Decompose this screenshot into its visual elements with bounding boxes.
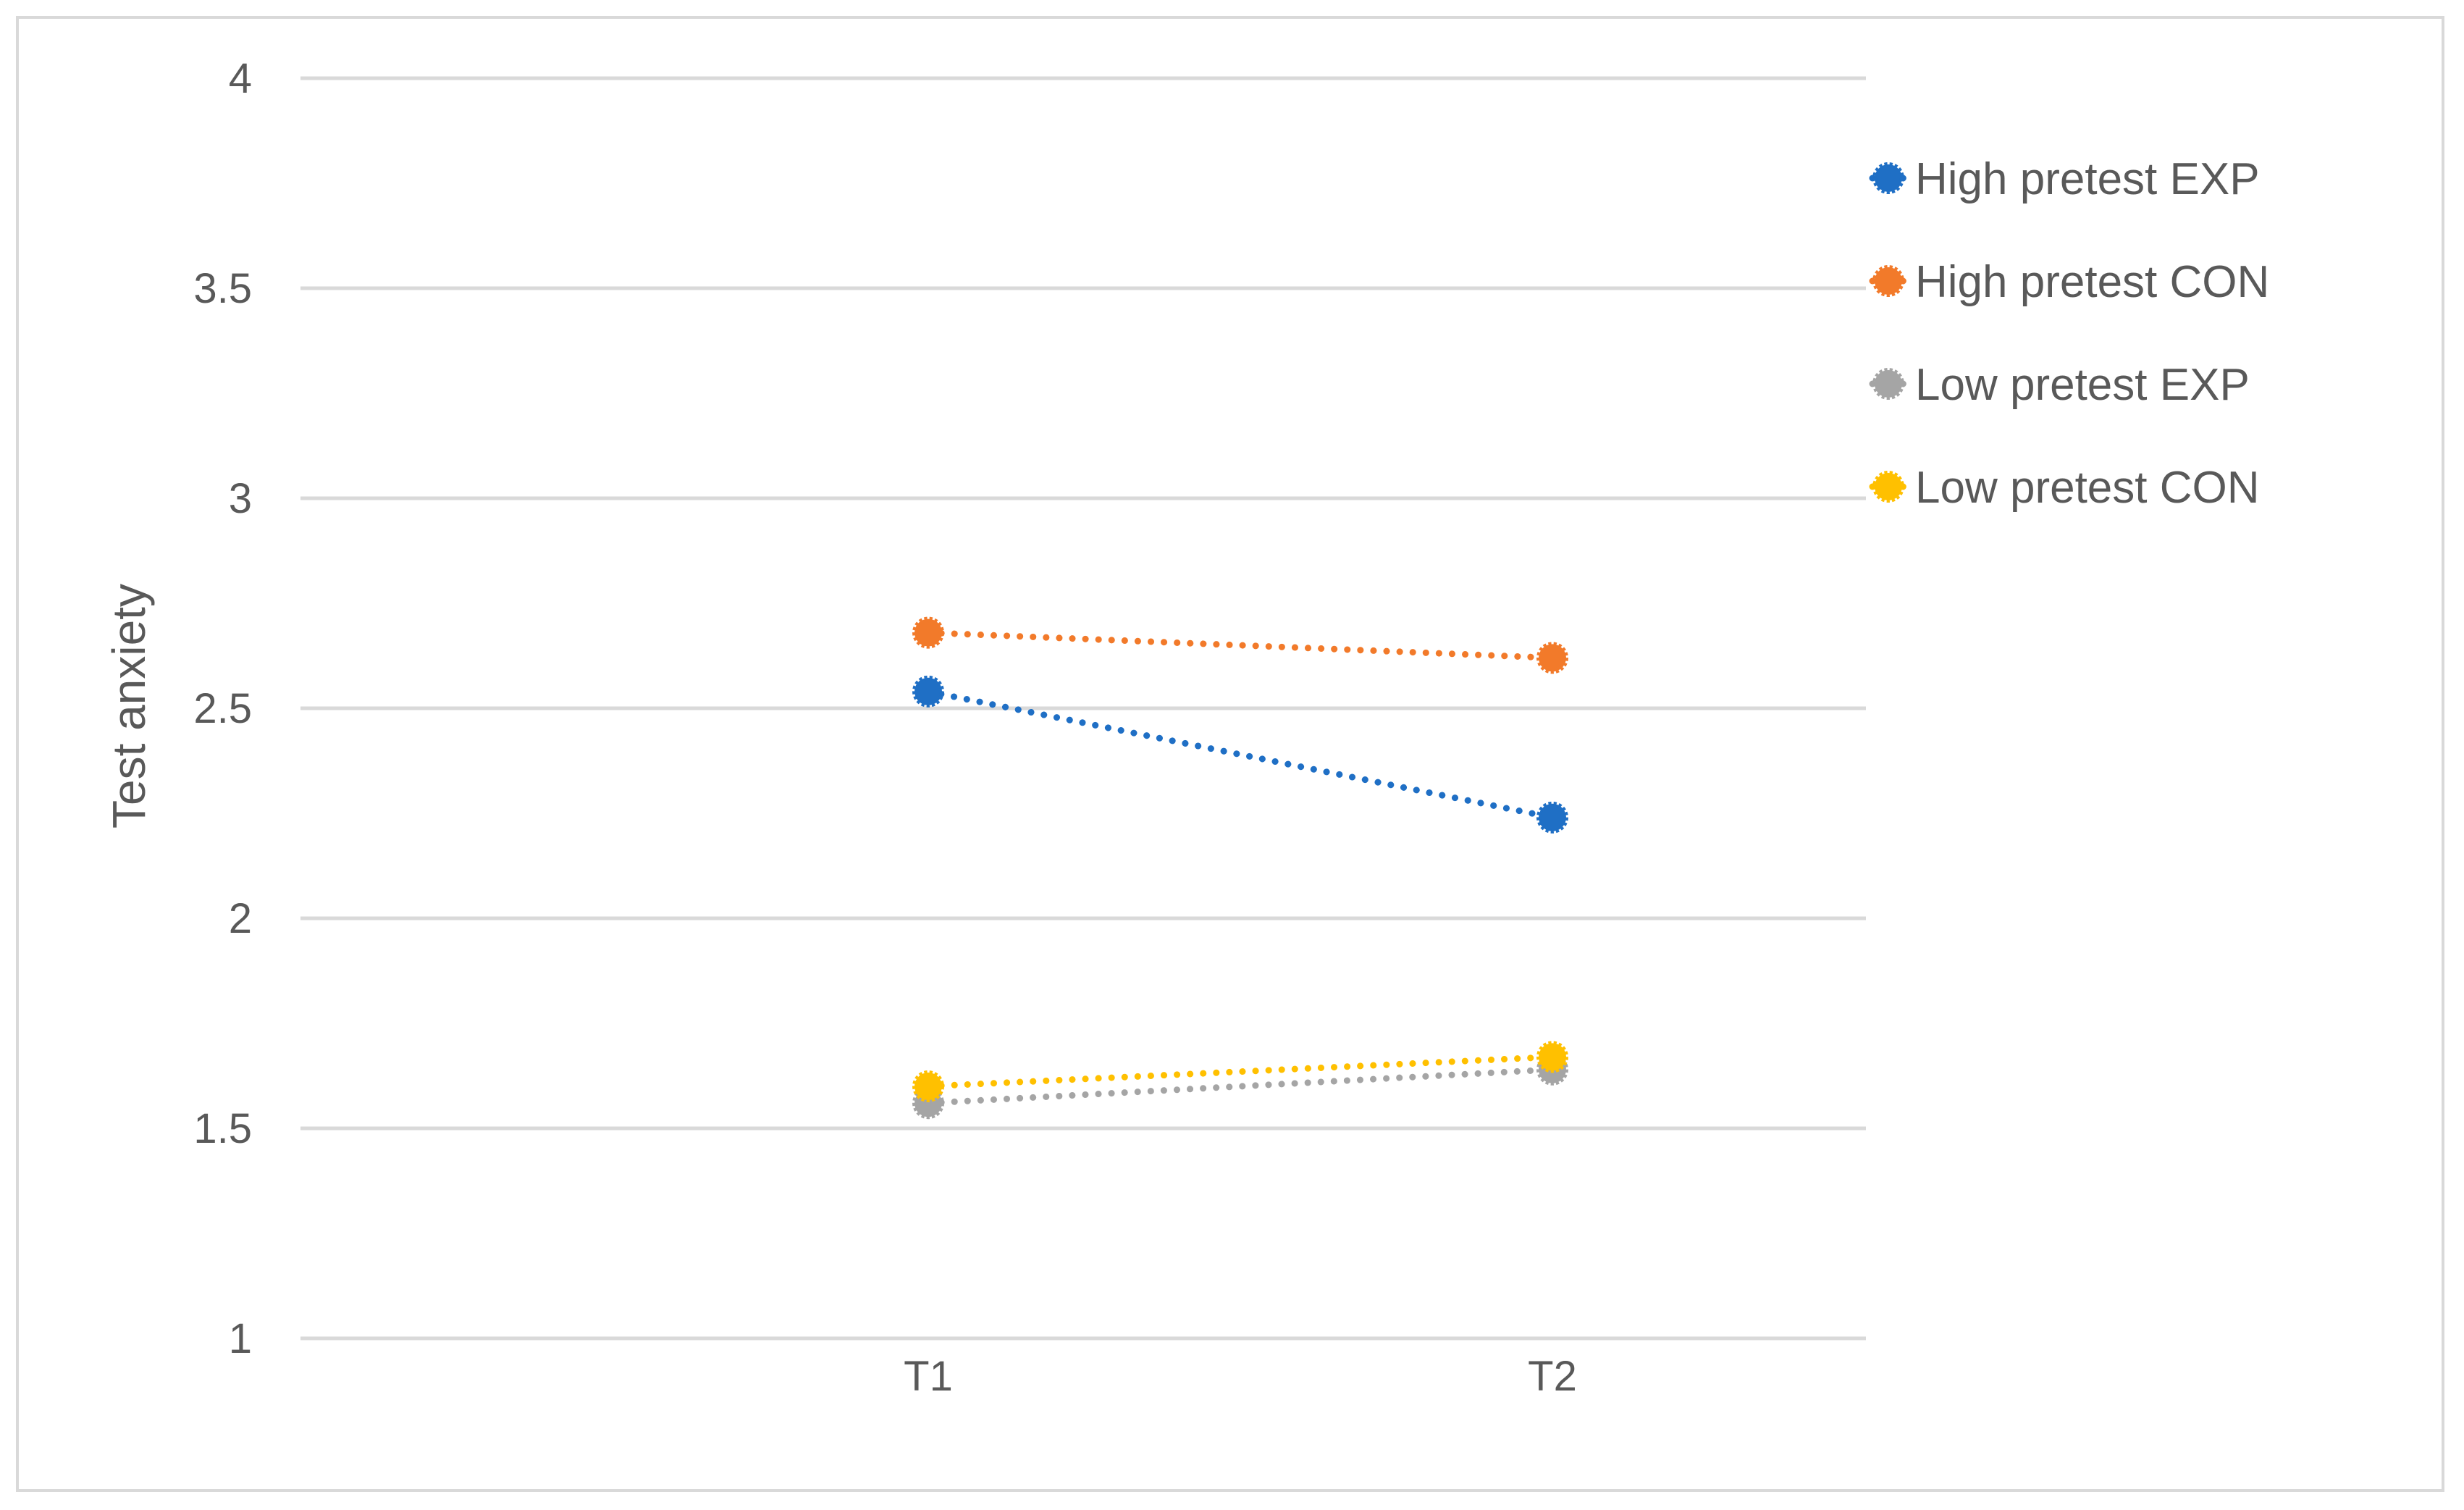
series-group — [912, 616, 1568, 1120]
series-line — [925, 629, 1556, 661]
data-point — [1536, 642, 1568, 674]
series-1 — [912, 616, 1568, 674]
chart-frame — [16, 16, 2444, 1492]
legend-item: Low pretest EXP — [1869, 360, 2250, 410]
data-point — [1536, 801, 1568, 834]
legend-item: Low pretest CON — [1869, 463, 2260, 513]
legend-item: High pretest EXP — [1869, 154, 2260, 204]
x-tick-label: T2 — [1528, 1353, 1577, 1400]
series-3 — [912, 1041, 1568, 1102]
y-tick-label: 1.5 — [193, 1105, 252, 1152]
y-tick-label: 3.5 — [193, 265, 252, 312]
data-point — [912, 616, 944, 649]
gridlines — [300, 76, 1866, 1341]
legend-label: High pretest EXP — [1915, 154, 2260, 204]
series-0 — [912, 675, 1568, 834]
data-point — [912, 1070, 944, 1102]
y-tick-label: 1 — [229, 1315, 252, 1362]
legend: High pretest EXP High pretest CON Low pret… — [1869, 154, 2269, 513]
x-tick-label: T1 — [904, 1353, 953, 1400]
legend-marker — [1872, 368, 1904, 400]
legend-marker — [1872, 162, 1904, 194]
y-tick-label: 2.5 — [193, 685, 252, 732]
series-line — [925, 688, 1556, 821]
series-2 — [912, 1053, 1568, 1120]
series-line — [925, 1066, 1556, 1107]
legend-label: Low pretest EXP — [1915, 360, 2250, 410]
y-axis-title: Test anxiety — [103, 584, 155, 829]
legend-label: Low pretest CON — [1915, 463, 2260, 513]
legend-item: High pretest CON — [1869, 257, 2269, 307]
legend-label: High pretest CON — [1915, 257, 2269, 307]
y-tick-labels: 1 1.5 2 2.5 3 3.5 4 — [193, 55, 252, 1362]
y-tick-label: 4 — [229, 55, 252, 102]
data-point — [912, 675, 944, 708]
series-line — [925, 1053, 1556, 1090]
x-tick-labels: T1 T2 — [904, 1353, 1577, 1400]
legend-marker — [1872, 471, 1904, 503]
y-tick-label: 2 — [229, 895, 252, 942]
y-tick-label: 3 — [229, 475, 252, 522]
legend-marker — [1872, 265, 1904, 297]
data-point — [1536, 1041, 1568, 1073]
